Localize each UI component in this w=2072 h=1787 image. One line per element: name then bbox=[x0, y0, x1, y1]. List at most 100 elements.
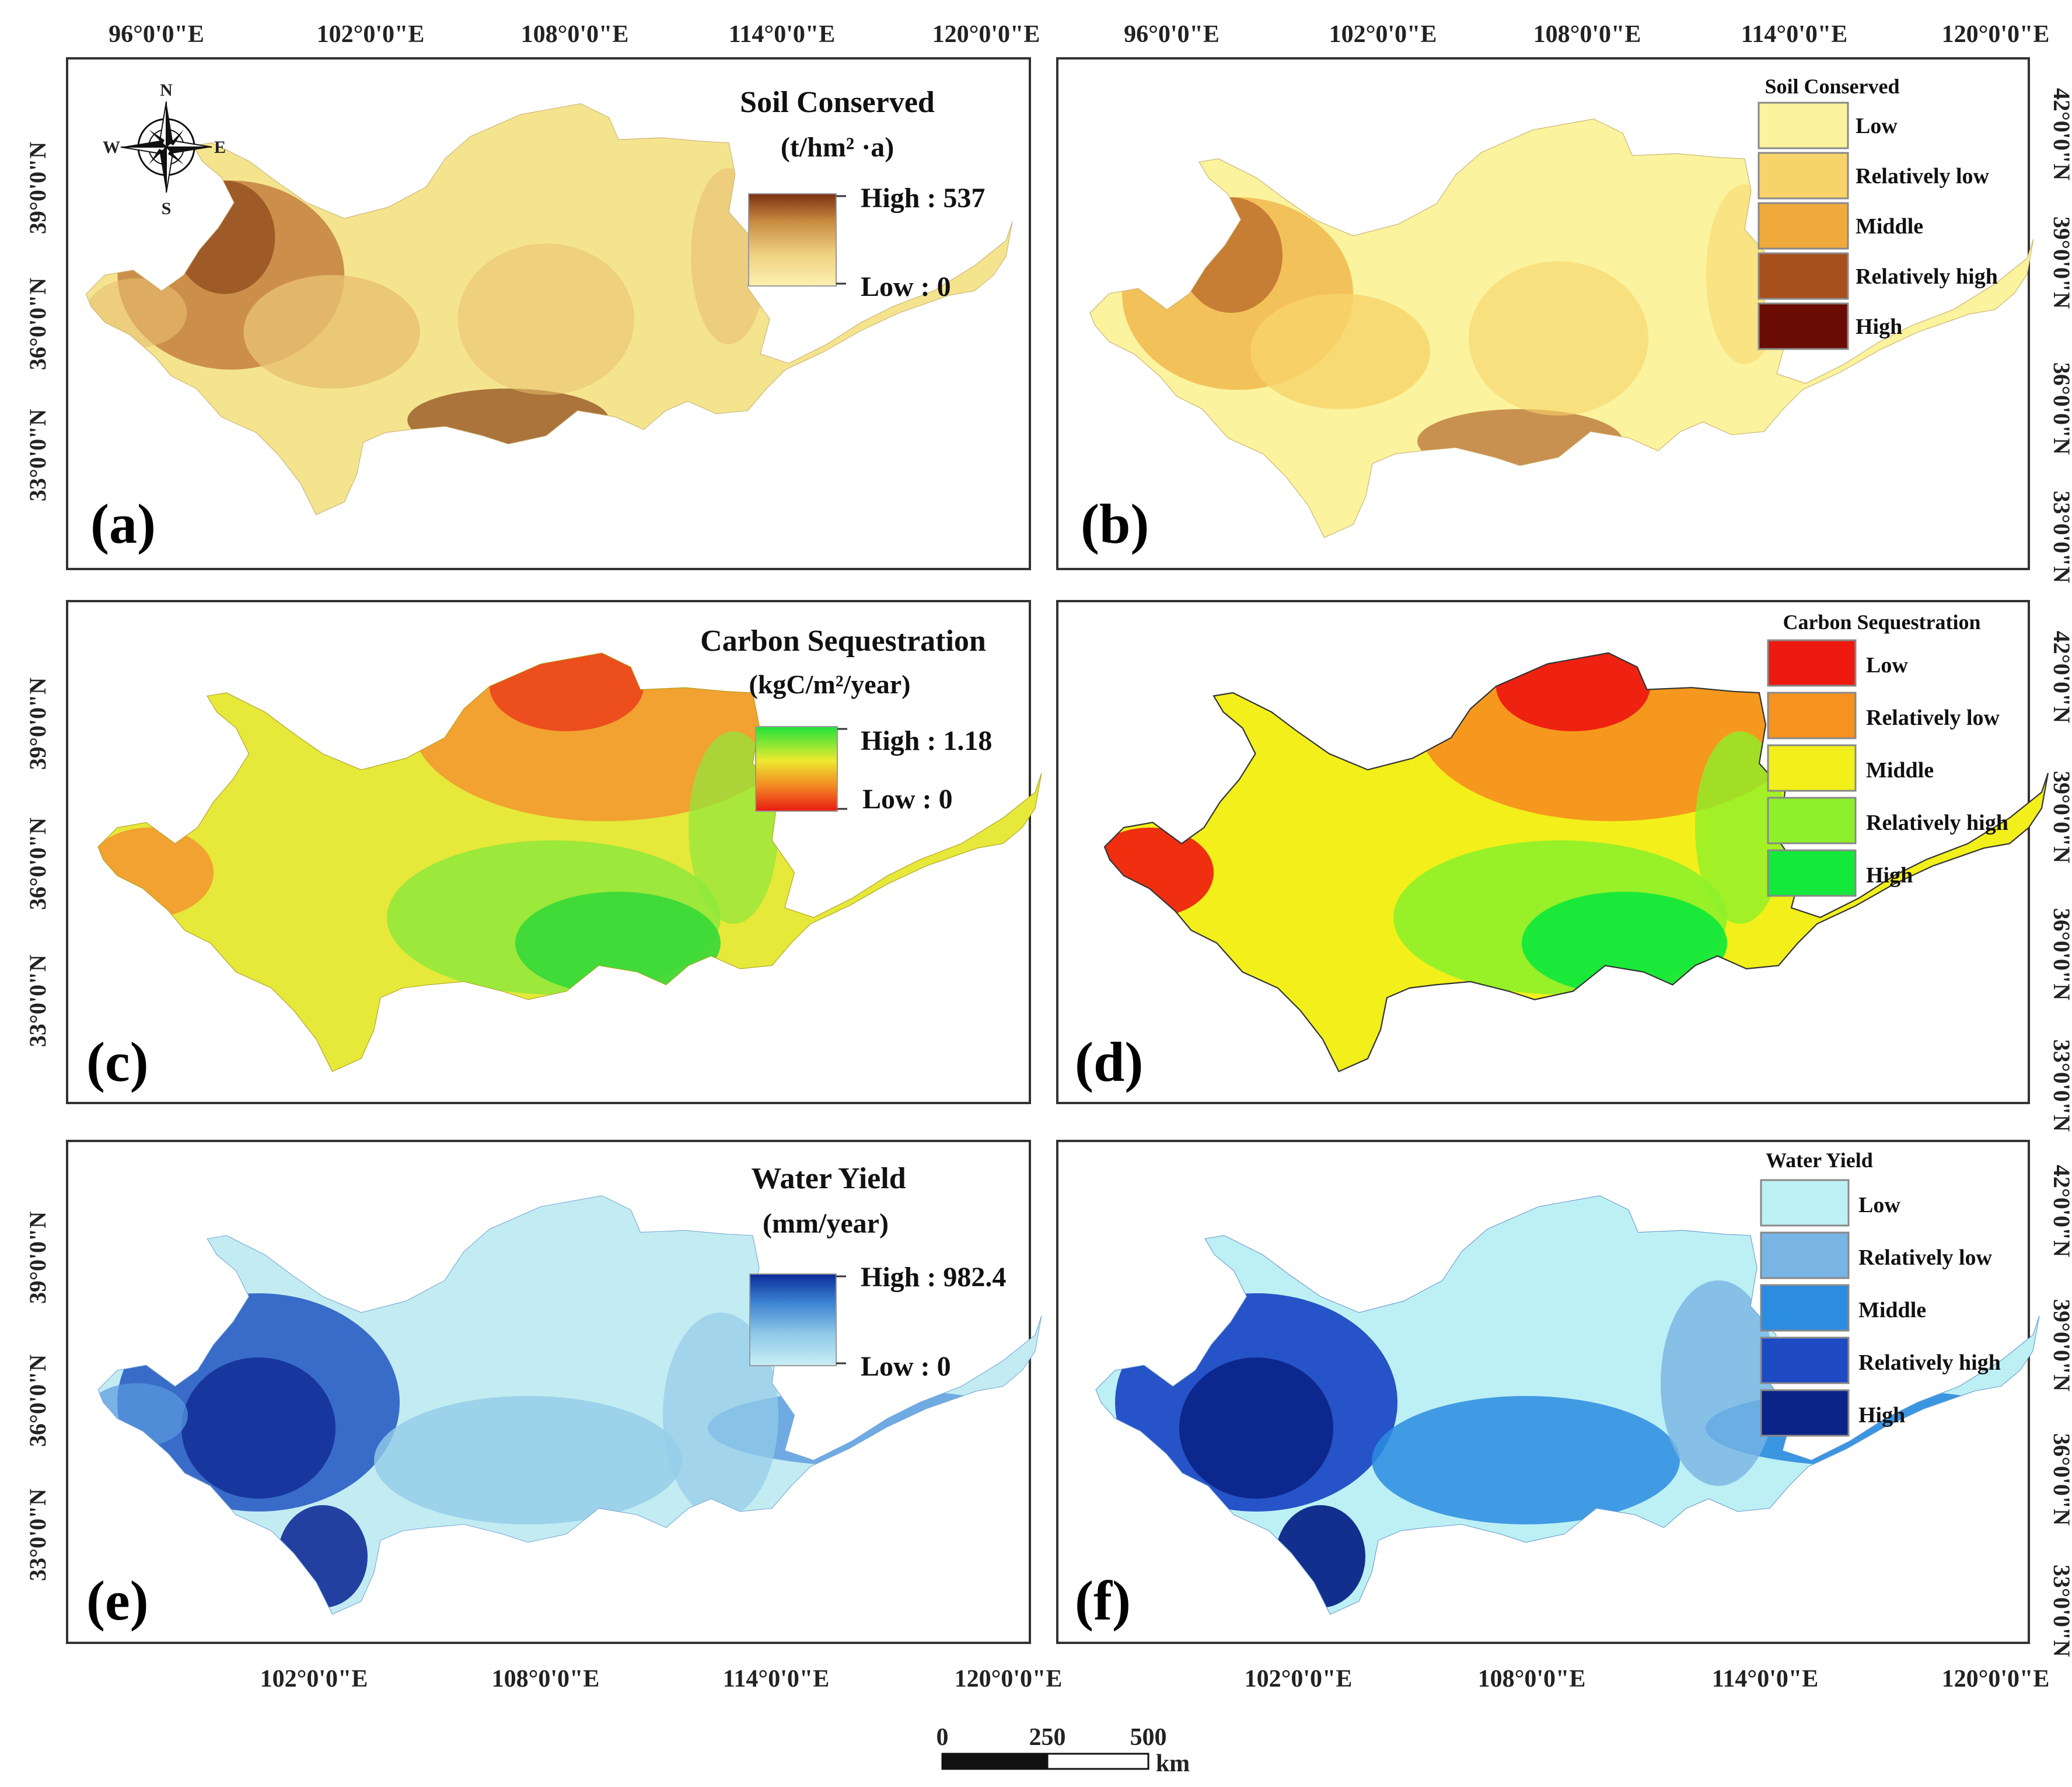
north-label: N bbox=[160, 81, 173, 100]
region-patch bbox=[374, 1396, 682, 1524]
panel-label: (c) bbox=[86, 1031, 149, 1093]
panel-label: (b) bbox=[1081, 493, 1149, 555]
lon-tick: 120°0'0"E bbox=[1942, 21, 2050, 48]
lat-tick: 42°0'0"N bbox=[2049, 88, 2072, 180]
legend-swatch bbox=[1760, 1179, 1850, 1227]
legend-class-label: High bbox=[1856, 315, 1902, 339]
legend-class-label: Relatively high bbox=[1856, 264, 1998, 289]
longitude-ticks-bottom-left: 102°0'0"E 108°0'0"E 114°0'0"E 120°0'0"E bbox=[260, 1666, 1063, 1692]
region-patch bbox=[243, 275, 420, 389]
legend-swatch bbox=[1767, 744, 1857, 792]
legend-classes: Low Relatively low Middle Relatively hig… bbox=[1760, 1179, 2001, 1437]
lat-tick: 42°0'0"N bbox=[2049, 1165, 2072, 1257]
latitude-ticks-right: 42°0'0"N 39°0'0"N 36°0'0"N 33°0'0"N 42°0… bbox=[2049, 88, 2072, 1657]
region-patch bbox=[457, 243, 634, 395]
lon-tick: 96°0'0"E bbox=[1124, 21, 1220, 48]
lat-tick: 39°0'0"N bbox=[2049, 771, 2072, 863]
longitude-ticks-bottom-right: 102°0'0"E 108°0'0"E 114°0'0"E 120°0'0"E bbox=[1245, 1666, 2050, 1692]
legend-swatch bbox=[1760, 1336, 1850, 1384]
lon-tick: 96°0'0"E bbox=[109, 21, 204, 48]
lon-tick: 114°0'0"E bbox=[729, 21, 835, 48]
lon-tick: 102°0'0"E bbox=[1329, 21, 1437, 48]
lat-tick: 39°0'0"N bbox=[2049, 1299, 2072, 1391]
region-patch bbox=[1695, 731, 1785, 924]
legend-swatch bbox=[1757, 302, 1849, 350]
legend-title: Soil Conserved bbox=[1764, 75, 1899, 98]
legend-color-ramp bbox=[749, 1273, 837, 1366]
lat-tick: 36°0'0"N bbox=[2049, 362, 2072, 455]
panel-e: Water Yield (mm/year) High : 982.4 Low :… bbox=[66, 1140, 1042, 1644]
legend-class-label: Relatively high bbox=[1866, 811, 2008, 835]
panel-label: (f) bbox=[1075, 1569, 1131, 1632]
north-arrow-icon bbox=[166, 102, 173, 147]
legend-class-label: Middle bbox=[1856, 214, 1923, 239]
legend-class-label: Middle bbox=[1858, 1298, 1926, 1322]
legend-title: Water Yield bbox=[1766, 1149, 1873, 1172]
legend-swatch bbox=[1760, 1284, 1850, 1332]
legend-high: High : 1.18 bbox=[861, 725, 992, 756]
scale-tick: 0 bbox=[937, 1724, 949, 1751]
panel-a: N S E W Soil Conserved (t/hm² ·a) High :… bbox=[66, 57, 1031, 570]
legend-swatch bbox=[1757, 102, 1849, 149]
scale-bar: 0 250 500 km bbox=[937, 1724, 1190, 1777]
panel-f: Water Yield Low Relatively low Middle Re… bbox=[1056, 1140, 2040, 1644]
lon-tick: 108°0'0"E bbox=[1478, 1666, 1586, 1692]
legend-swatch bbox=[1767, 849, 1857, 897]
lon-tick: 102°0'0"E bbox=[317, 21, 425, 48]
legend-class-label: Low bbox=[1856, 114, 1898, 138]
panel-title: Water Yield bbox=[751, 1162, 906, 1195]
scale-tick: 500 bbox=[1130, 1724, 1167, 1751]
legend-class-label: Low bbox=[1858, 1193, 1900, 1217]
lon-tick: 120°0'0"E bbox=[932, 21, 1040, 48]
legend-swatch bbox=[1757, 202, 1849, 250]
lon-tick: 102°0'0"E bbox=[1245, 1666, 1353, 1692]
lat-tick: 39°0'0"N bbox=[25, 678, 51, 770]
legend-color-ramp bbox=[748, 193, 837, 287]
lat-tick: 33°0'0"N bbox=[2049, 1039, 2072, 1132]
legend-classes: Low Relatively low Middle Relatively hig… bbox=[1757, 102, 1998, 350]
legend-classes: Low Relatively low Middle Relatively hig… bbox=[1767, 639, 2008, 897]
lat-tick: 33°0'0"N bbox=[25, 955, 51, 1047]
lon-tick: 114°0'0"E bbox=[1741, 21, 1847, 48]
legend-class-label: Middle bbox=[1866, 758, 1934, 783]
lat-tick: 36°0'0"N bbox=[25, 1355, 51, 1447]
lon-tick: 120°0'0"E bbox=[1942, 1666, 2050, 1692]
region-patch bbox=[1179, 1357, 1333, 1499]
panel-unit: (kgC/m²/year) bbox=[749, 669, 911, 699]
panel-title: Soil Conserved bbox=[740, 86, 935, 119]
legend-swatch bbox=[1767, 692, 1857, 739]
legend-title: Carbon Sequestration bbox=[1783, 610, 1980, 634]
lon-tick: 108°0'0"E bbox=[1533, 21, 1641, 48]
lon-tick: 102°0'0"E bbox=[260, 1666, 368, 1692]
lat-tick: 39°0'0"N bbox=[25, 1212, 51, 1304]
east-label: E bbox=[214, 138, 226, 157]
panel-label: (d) bbox=[1075, 1031, 1143, 1093]
lat-tick: 42°0'0"N bbox=[2049, 631, 2072, 723]
legend-swatch bbox=[1760, 1231, 1850, 1279]
region-patch bbox=[1469, 261, 1648, 416]
lat-tick: 33°0'0"N bbox=[25, 1489, 51, 1581]
lat-tick: 36°0'0"N bbox=[2049, 908, 2072, 1000]
legend-class-label: Low bbox=[1866, 653, 1908, 678]
legend-low: Low : 0 bbox=[861, 1351, 951, 1382]
lat-tick: 36°0'0"N bbox=[2049, 1433, 2072, 1526]
lat-tick: 33°0'0"N bbox=[2049, 491, 2072, 583]
legend-color-ramp bbox=[755, 726, 838, 812]
lon-tick: 114°0'0"E bbox=[1712, 1666, 1818, 1692]
region-patch bbox=[181, 1357, 336, 1499]
legend-swatch bbox=[1760, 1389, 1850, 1437]
legend-high: High : 982.4 bbox=[861, 1262, 1006, 1293]
panel-unit: (mm/year) bbox=[763, 1208, 889, 1239]
longitude-ticks-top-right: 96°0'0"E 102°0'0"E 108°0'0"E 114°0'0"E 1… bbox=[1124, 21, 2049, 48]
legend-high: High : 537 bbox=[861, 183, 985, 214]
panel-c: Carbon Sequestration (kgC/m²/year) High … bbox=[66, 600, 1042, 1104]
panel-label: (a) bbox=[90, 493, 156, 555]
panel-label: (e) bbox=[86, 1569, 149, 1632]
north-arrow: N S E W bbox=[103, 81, 226, 218]
latitude-ticks-left: 39°0'0"N 36°0'0"N 33°0'0"N 39°0'0"N 36°0… bbox=[25, 142, 51, 1581]
legend-swatch bbox=[1767, 639, 1857, 687]
region-patch bbox=[1372, 1396, 1680, 1524]
legend-class-label: Relatively high bbox=[1858, 1350, 2001, 1375]
lon-tick: 108°0'0"E bbox=[521, 21, 629, 48]
